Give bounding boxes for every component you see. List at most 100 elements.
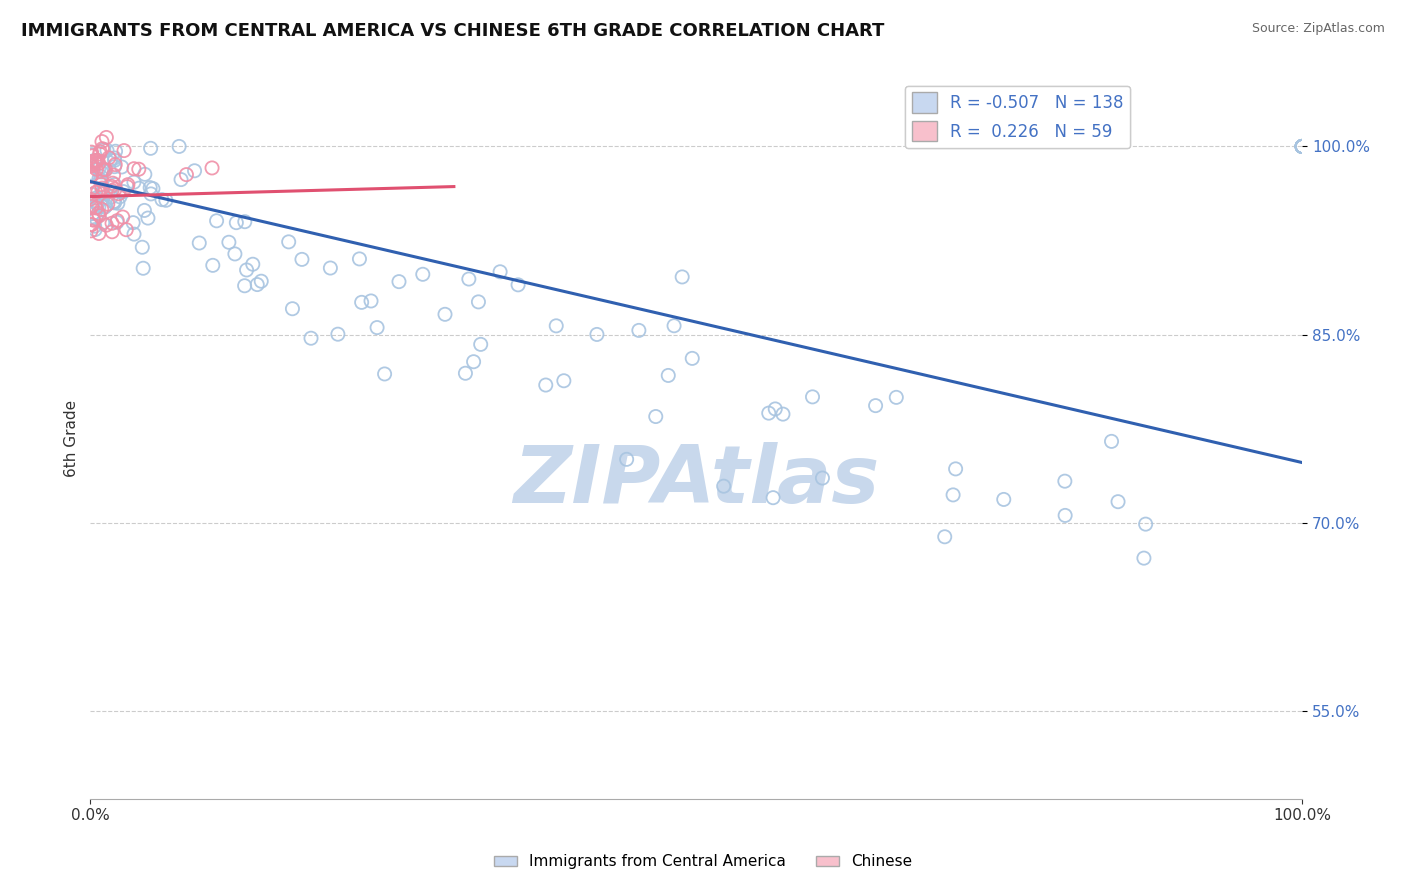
Point <box>90 202 112 217</box>
Point <box>1291 139 1313 153</box>
Point <box>112 185 135 199</box>
Point <box>83 154 105 169</box>
Point <box>457 272 479 286</box>
Point <box>83 213 105 227</box>
Point <box>90 165 112 179</box>
Point <box>1291 139 1313 153</box>
Point <box>80 158 103 172</box>
Point <box>1291 139 1313 153</box>
Point <box>108 190 131 204</box>
Point <box>87 185 110 199</box>
Point <box>87 162 110 177</box>
Point <box>388 275 411 289</box>
Point <box>122 175 145 189</box>
Point <box>84 156 107 170</box>
Point <box>103 195 125 210</box>
Point <box>150 193 173 207</box>
Point <box>111 210 134 224</box>
Point <box>233 215 256 229</box>
Point <box>1291 139 1313 153</box>
Point <box>82 212 104 227</box>
Point <box>115 179 138 194</box>
Point <box>84 222 107 236</box>
Point <box>91 186 114 201</box>
Point <box>136 211 159 225</box>
Point <box>96 130 118 145</box>
Point <box>96 144 118 158</box>
Point <box>132 261 155 276</box>
Point <box>627 323 650 337</box>
Point <box>139 186 162 201</box>
Point <box>758 406 780 420</box>
Point <box>80 166 103 180</box>
Point <box>224 247 246 261</box>
Point <box>1291 139 1313 153</box>
Point <box>83 153 105 168</box>
Point <box>117 178 139 192</box>
Point <box>945 462 967 476</box>
Point <box>463 355 485 369</box>
Point <box>80 154 103 169</box>
Point <box>100 179 122 194</box>
Point <box>87 206 110 220</box>
Point <box>1291 139 1313 153</box>
Point <box>326 327 349 342</box>
Point <box>100 153 122 167</box>
Point <box>93 164 115 178</box>
Point <box>101 225 124 239</box>
Point <box>1291 139 1313 153</box>
Point <box>80 159 103 173</box>
Point <box>281 301 304 316</box>
Point <box>662 318 685 333</box>
Point <box>84 211 107 226</box>
Point <box>412 268 434 282</box>
Point <box>1291 139 1313 153</box>
Point <box>89 147 111 161</box>
Point <box>176 168 198 182</box>
Point <box>681 351 703 366</box>
Point <box>218 235 240 250</box>
Point <box>80 218 103 232</box>
Point <box>167 139 190 153</box>
Point <box>86 191 108 205</box>
Point <box>94 162 117 177</box>
Point <box>763 401 786 416</box>
Point <box>772 407 794 421</box>
Point <box>139 180 162 194</box>
Point <box>506 277 529 292</box>
Point <box>131 240 153 254</box>
Point <box>134 203 156 218</box>
Point <box>205 214 228 228</box>
Point <box>91 191 114 205</box>
Point <box>80 181 103 195</box>
Point <box>103 178 125 192</box>
Point <box>616 452 638 467</box>
Point <box>82 206 104 220</box>
Point <box>201 161 224 175</box>
Point <box>93 162 115 177</box>
Point <box>489 265 512 279</box>
Point <box>1291 139 1313 153</box>
Point <box>246 277 269 292</box>
Point <box>1291 139 1313 153</box>
Point <box>105 213 128 227</box>
Point <box>101 216 124 230</box>
Point <box>1053 474 1076 488</box>
Point <box>1291 139 1313 153</box>
Point <box>87 227 110 241</box>
Point <box>128 181 150 195</box>
Point <box>350 295 373 310</box>
Point <box>644 409 666 424</box>
Point <box>96 218 118 232</box>
Point <box>713 479 735 493</box>
Point <box>105 215 128 229</box>
Point <box>299 331 322 345</box>
Point <box>91 162 114 177</box>
Point <box>103 194 125 209</box>
Point <box>942 488 965 502</box>
Point <box>103 160 125 174</box>
Point <box>865 399 887 413</box>
Point <box>546 318 568 333</box>
Point <box>80 199 103 213</box>
Point <box>93 143 115 157</box>
